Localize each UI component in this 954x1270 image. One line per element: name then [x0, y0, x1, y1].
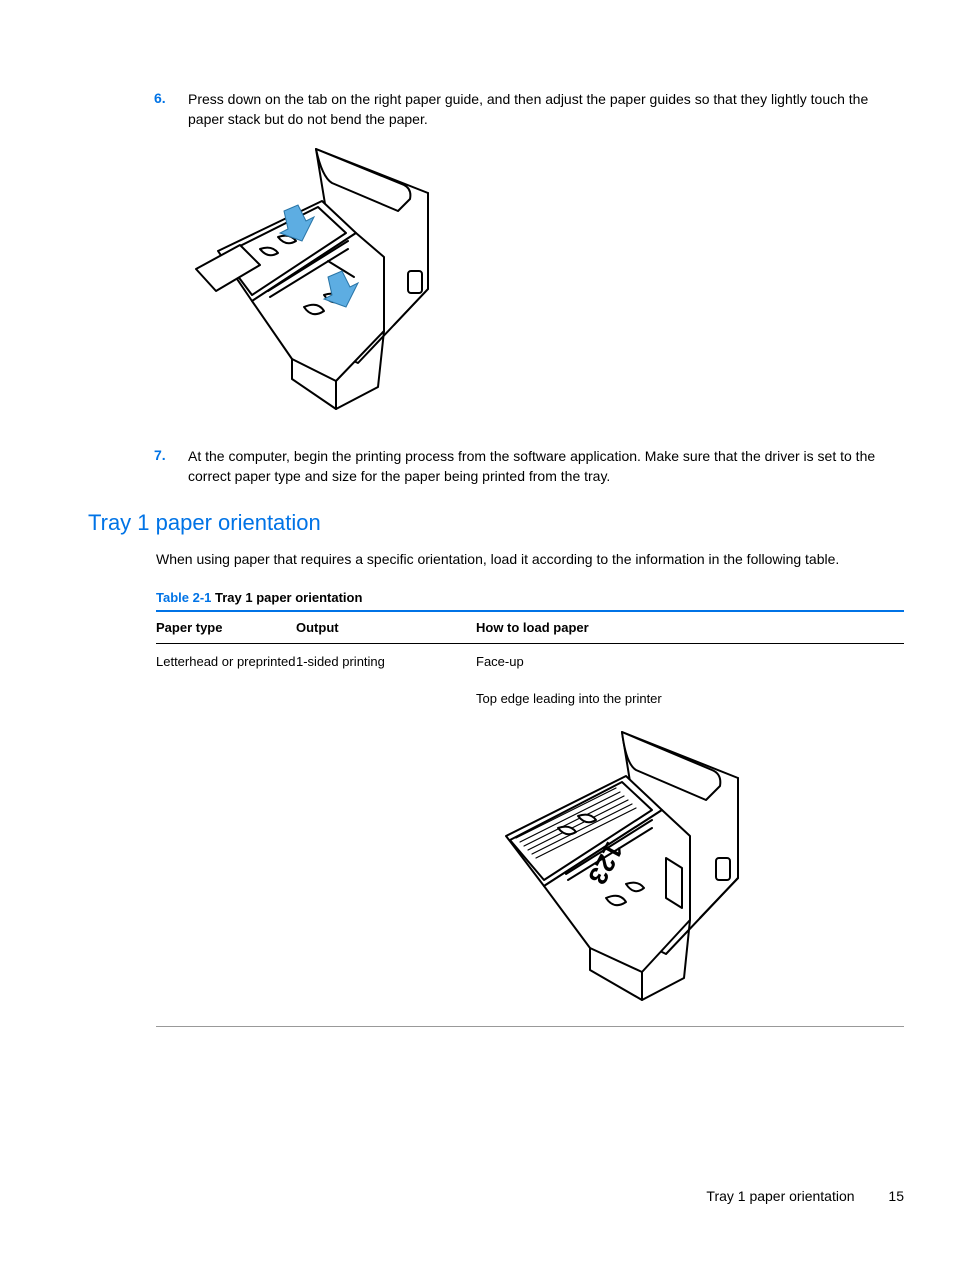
table-number: Table 2-1: [156, 590, 211, 605]
printer-diagram-icon: [188, 141, 436, 421]
step-6-diagram: [188, 141, 904, 421]
table-header-cell: How to load paper: [476, 620, 904, 635]
step-text: At the computer, begin the printing proc…: [188, 447, 904, 486]
orientation-table: Paper type Output How to load paper Lett…: [156, 610, 904, 1027]
step-text: Press down on the tab on the right paper…: [188, 90, 904, 129]
page-number: 15: [888, 1188, 904, 1204]
step-6: 6. Press down on the tab on the right pa…: [88, 90, 904, 129]
printer-orientation-diagram-icon: 123: [476, 728, 746, 1008]
table-row: Letterhead or preprinted 1-sided printin…: [156, 644, 904, 1026]
step-number: 7.: [88, 447, 188, 486]
footer-label: Tray 1 paper orientation: [706, 1188, 854, 1204]
step-7: 7. At the computer, begin the printing p…: [88, 447, 904, 486]
table-cell: Letterhead or preprinted: [156, 654, 296, 1008]
section-intro: When using paper that requires a specifi…: [156, 550, 904, 570]
table-header-cell: Paper type: [156, 620, 296, 635]
table-header: Paper type Output How to load paper: [156, 612, 904, 644]
table-cell: 1-sided printing: [296, 654, 476, 1008]
page-footer: Tray 1 paper orientation 15: [706, 1188, 904, 1204]
table-cell-line: Face-up: [476, 654, 904, 669]
table-cell: Face-up Top edge leading into the printe…: [476, 654, 904, 1008]
table-title: Tray 1 paper orientation: [215, 590, 362, 605]
step-number: 6.: [88, 90, 188, 129]
table-cell-line: Top edge leading into the printer: [476, 691, 904, 706]
table-header-cell: Output: [296, 620, 476, 635]
section-heading: Tray 1 paper orientation: [88, 510, 904, 536]
table-caption: Table 2-1 Tray 1 paper orientation: [156, 590, 904, 605]
